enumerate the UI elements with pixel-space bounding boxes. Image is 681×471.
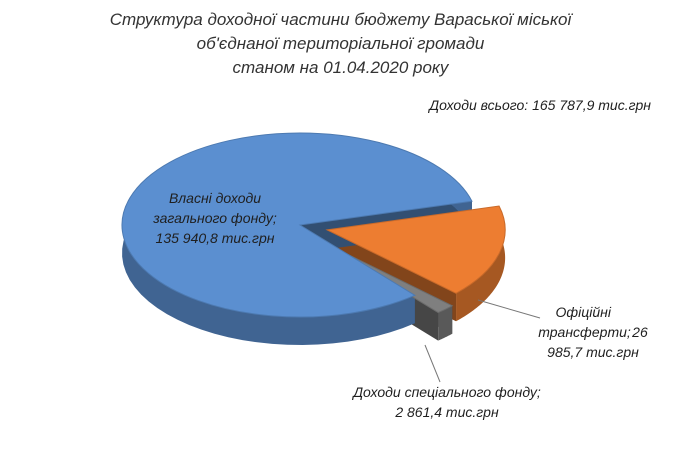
slice-side: [438, 305, 453, 341]
title-line: об'єднаної територіальної громади: [196, 34, 485, 53]
total-note: Доходи всього: 165 787,9 тис.грн: [429, 97, 651, 113]
slice: [121, 132, 473, 318]
slice-label: Власні доходи загального фонду; 135 940,…: [140, 188, 290, 248]
title-line: станом на 01.04.2020 року: [232, 58, 449, 77]
slice-label: Доходи спеціального фонду; 2 861,4 тис.г…: [352, 382, 542, 422]
category-label: Доходи спеціального фонду;: [353, 384, 541, 400]
slice-side: [456, 206, 506, 322]
category-label: Власні доходи загального фонду;: [153, 190, 277, 226]
value-label: 2 861,4 тис.грн: [395, 404, 499, 420]
chart-title: Структура доходної частини бюджету Варас…: [0, 8, 681, 80]
leader-line: [477, 299, 541, 319]
category-label: Офіційні трансферти;: [538, 304, 631, 340]
value-label: 135 940,8 тис.грн: [155, 230, 275, 246]
slice: [325, 205, 506, 294]
slice-label: Офіційні трансферти; 26 985,7 тис.грн: [528, 302, 658, 362]
title-line: Структура доходної частини бюджету Варас…: [109, 10, 572, 29]
value-label: 26 985,7 тис.грн: [547, 324, 648, 360]
leader-line: [424, 344, 441, 383]
